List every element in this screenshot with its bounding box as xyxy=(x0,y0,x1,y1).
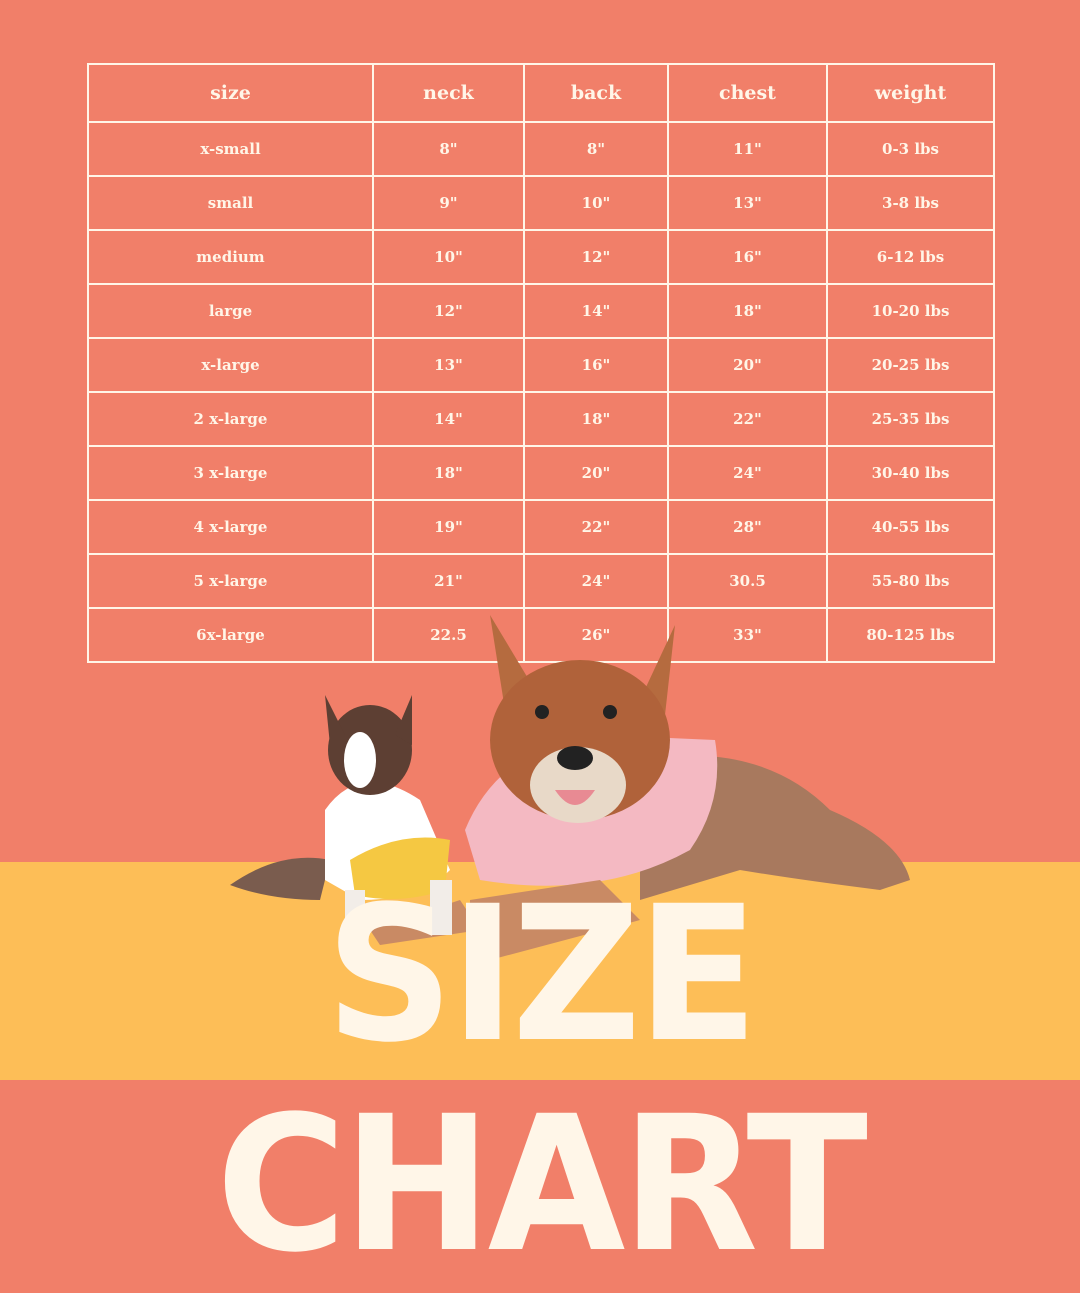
cell-neck: 13" xyxy=(372,337,525,393)
cell-weight: 3-8 lbs xyxy=(826,175,995,231)
cell-weight: 30-40 lbs xyxy=(826,445,995,501)
column-header-weight: weight xyxy=(826,63,995,123)
cell-back: 8" xyxy=(523,121,669,177)
table-row: large 12" 14" 18" 10-20 lbs xyxy=(87,283,995,339)
cell-back: 18" xyxy=(523,391,669,447)
table-row: x-large 13" 16" 20" 20-25 lbs xyxy=(87,337,995,393)
chihuahua-image xyxy=(230,695,452,940)
cell-weight: 40-55 lbs xyxy=(826,499,995,555)
table-row: 4 x-large 19" 22" 28" 40-55 lbs xyxy=(87,499,995,555)
table-header-row: size neck back chest weight xyxy=(87,63,995,123)
cell-size: x-small xyxy=(87,121,374,177)
cell-size: 2 x-large xyxy=(87,391,374,447)
cell-size: 6x-large xyxy=(87,607,374,663)
cell-weight: 80-125 lbs xyxy=(826,607,995,663)
cell-chest: 24" xyxy=(667,445,828,501)
cell-chest: 13" xyxy=(667,175,828,231)
cell-back: 24" xyxy=(523,553,669,609)
cell-weight: 55-80 lbs xyxy=(826,553,995,609)
cell-size: medium xyxy=(87,229,374,285)
table-row: 2 x-large 14" 18" 22" 25-35 lbs xyxy=(87,391,995,447)
cell-size: 4 x-large xyxy=(87,499,374,555)
cell-back: 16" xyxy=(523,337,669,393)
size-chart-title: SIZE CHART xyxy=(216,865,868,1293)
table-row: 5 x-large 21" 24" 30.5 55-80 lbs xyxy=(87,553,995,609)
cell-chest: 22" xyxy=(667,391,828,447)
cell-chest: 16" xyxy=(667,229,828,285)
cell-neck: 8" xyxy=(372,121,525,177)
cell-back: 22" xyxy=(523,499,669,555)
cell-chest: 11" xyxy=(667,121,828,177)
cell-weight: 6-12 lbs xyxy=(826,229,995,285)
table-row: x-small 8" 8" 11" 0-3 lbs xyxy=(87,121,995,177)
cell-size: 5 x-large xyxy=(87,553,374,609)
cell-neck: 21" xyxy=(372,553,525,609)
cell-back: 12" xyxy=(523,229,669,285)
column-header-chest: chest xyxy=(667,63,828,123)
cell-neck: 18" xyxy=(372,445,525,501)
table-row: medium 10" 12" 16" 6-12 lbs xyxy=(87,229,995,285)
cell-chest: 18" xyxy=(667,283,828,339)
column-header-neck: neck xyxy=(372,63,525,123)
cell-size: large xyxy=(87,283,374,339)
cell-weight: 0-3 lbs xyxy=(826,121,995,177)
cell-neck: 19" xyxy=(372,499,525,555)
cell-chest: 30.5 xyxy=(667,553,828,609)
cell-size: small xyxy=(87,175,374,231)
cell-size: x-large xyxy=(87,337,374,393)
cell-neck: 9" xyxy=(372,175,525,231)
column-header-size: size xyxy=(87,63,374,123)
cell-neck: 14" xyxy=(372,391,525,447)
cell-back: 20" xyxy=(523,445,669,501)
cell-weight: 10-20 lbs xyxy=(826,283,995,339)
cell-weight: 25-35 lbs xyxy=(826,391,995,447)
cell-size: 3 x-large xyxy=(87,445,374,501)
cell-back: 14" xyxy=(523,283,669,339)
size-table: size neck back chest weight x-small 8" 8" 11" 0-… xyxy=(87,63,995,663)
cell-chest: 33" xyxy=(667,607,828,663)
cell-back: 26" xyxy=(523,607,669,663)
table-row: 3 x-large 18" 20" 24" 30-40 lbs xyxy=(87,445,995,501)
cell-chest: 28" xyxy=(667,499,828,555)
dogs-illustration xyxy=(230,615,910,960)
cell-back: 10" xyxy=(523,175,669,231)
cell-weight: 20-25 lbs xyxy=(826,337,995,393)
cell-neck: 12" xyxy=(372,283,525,339)
cell-neck: 10" xyxy=(372,229,525,285)
cell-chest: 20" xyxy=(667,337,828,393)
table-row: small 9" 10" 13" 3-8 lbs xyxy=(87,175,995,231)
cattle-dog-image xyxy=(370,615,910,960)
column-header-back: back xyxy=(523,63,669,123)
